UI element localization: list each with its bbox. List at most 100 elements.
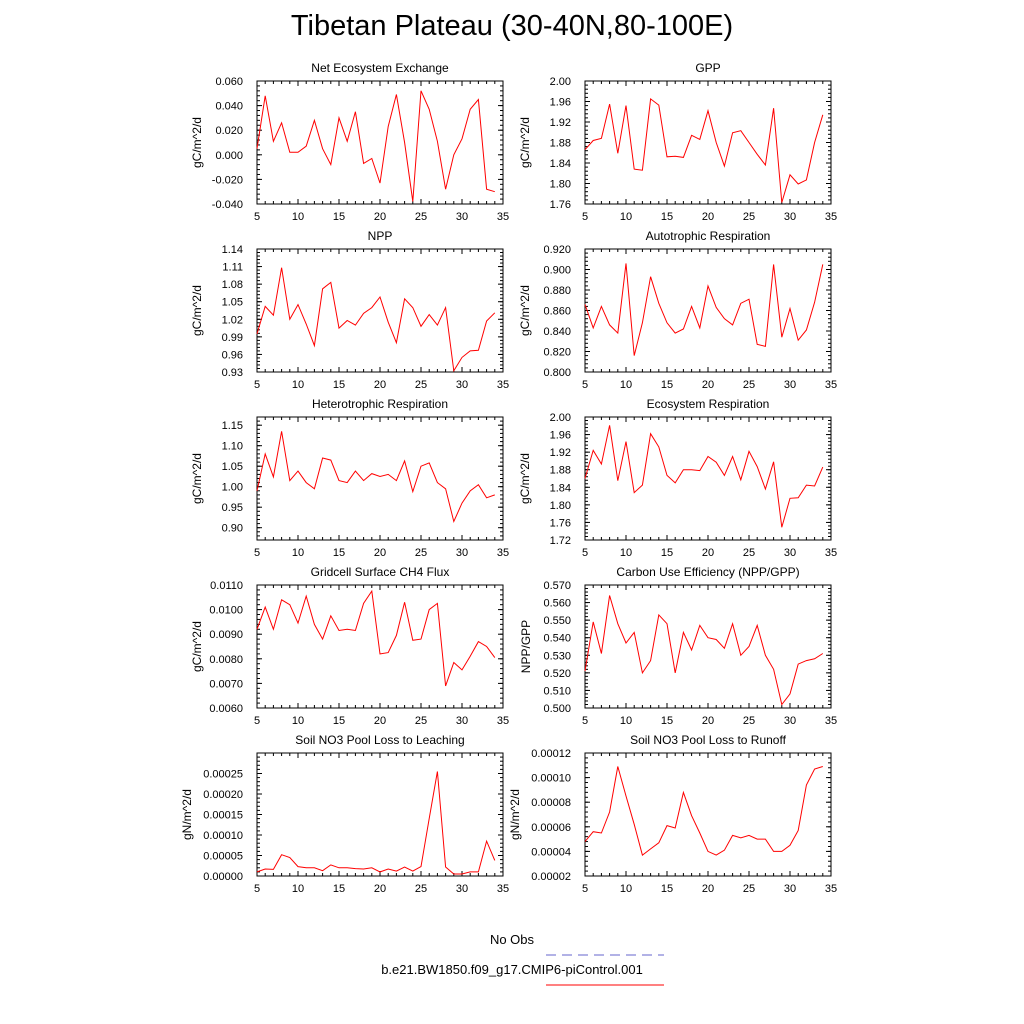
- y-tick-label: 0.040: [215, 101, 243, 113]
- x-tick-label: 20: [702, 547, 714, 559]
- x-tick-label: 30: [456, 547, 468, 559]
- series-line: [256, 90, 495, 202]
- y-tick-label: 0.99: [222, 332, 243, 344]
- y-tick-label: 1.92: [550, 447, 571, 459]
- chart-panel: Soil NO3 Pool Loss to Leaching 5 10 15 20 25 3…: [180, 733, 509, 895]
- x-tick-label: 20: [374, 211, 386, 223]
- plot-frame: [256, 584, 504, 709]
- x-tick-label: 25: [415, 883, 427, 895]
- x-tick-label: 5: [254, 211, 260, 223]
- x-tick-label: 10: [292, 547, 304, 559]
- y-tick-label: 0.00020: [203, 789, 243, 801]
- x-tick-label: 35: [497, 211, 509, 223]
- x-tick-label: 10: [620, 883, 632, 895]
- x-tick-label: 10: [292, 211, 304, 223]
- y-tick-label: 0.00000: [203, 871, 243, 883]
- x-tick-label: 5: [254, 547, 260, 559]
- series-line: [584, 97, 824, 203]
- panel-title: Ecosystem Respiration: [647, 397, 770, 411]
- y-tick-label: 0.00010: [531, 773, 571, 785]
- y-tick-label: 1.80: [550, 179, 571, 191]
- y-tick-label: 0.00008: [531, 797, 571, 809]
- y-tick-label: 0.0110: [210, 580, 243, 592]
- y-axis-label: gC/m^2/d: [190, 285, 204, 336]
- series-line: [256, 431, 495, 524]
- y-tick-label: 0.00015: [203, 810, 243, 822]
- y-tick-label: 2.00: [550, 412, 571, 424]
- y-tick-label: 1.76: [550, 199, 571, 211]
- y-tick-label: 0.00025: [203, 769, 243, 781]
- x-tick-label: 35: [825, 379, 837, 391]
- x-tick-label: 25: [415, 211, 427, 223]
- y-tick-label: 1.88: [550, 465, 571, 477]
- y-tick-label: 1.10: [222, 441, 243, 453]
- panel-title: Soil NO3 Pool Loss to Runoff: [630, 733, 787, 747]
- y-tick-label: 0.00012: [531, 748, 571, 760]
- panel-title: Net Ecosystem Exchange: [311, 61, 449, 75]
- x-tick-label: 20: [702, 379, 714, 391]
- y-tick-label: 0.820: [543, 347, 571, 359]
- y-tick-label: 1.00: [222, 482, 243, 494]
- y-tick-label: 0.0070: [209, 678, 243, 690]
- y-tick-label: 1.80: [550, 500, 571, 512]
- series-line: [256, 771, 496, 875]
- x-tick-label: 25: [743, 379, 755, 391]
- y-tick-label: -0.020: [212, 174, 243, 186]
- y-tick-label: 1.11: [222, 262, 243, 274]
- y-tick-label: 1.92: [550, 117, 571, 129]
- panel-title: Heterotrophic Respiration: [312, 397, 448, 411]
- x-tick-label: 20: [374, 547, 386, 559]
- y-tick-label: 0.520: [543, 668, 571, 680]
- x-tick-label: 15: [333, 883, 345, 895]
- y-tick-label: -0.040: [212, 199, 243, 211]
- x-tick-label: 15: [333, 715, 345, 727]
- chart-panel: Net Ecosystem Exchange 5 10 15 20 25 30 35 -0.04…: [190, 61, 509, 223]
- x-tick-label: 30: [456, 883, 468, 895]
- x-tick-label: 35: [825, 211, 837, 223]
- x-tick-label: 25: [743, 547, 755, 559]
- x-tick-label: 35: [825, 883, 837, 895]
- page-title: Tibetan Plateau (30-40N,80-100E): [290, 10, 734, 42]
- series-line: [584, 595, 824, 706]
- y-tick-label: 2.00: [550, 76, 571, 88]
- y-tick-label: 0.90: [222, 523, 243, 535]
- chart-panel: NPP 5 10 15 20 25 30 35 0.93 0.96 0.99 1.02 1.05 1.08…: [190, 229, 509, 391]
- x-tick-label: 35: [497, 379, 509, 391]
- x-tick-label: 35: [825, 547, 837, 559]
- legend-obs-label: No Obs: [489, 932, 535, 947]
- x-tick-label: 25: [743, 211, 755, 223]
- plot-frame: [584, 416, 832, 541]
- y-axis-label: gN/m^2/d: [180, 789, 194, 840]
- x-tick-label: 5: [582, 883, 588, 895]
- x-tick-label: 30: [456, 211, 468, 223]
- y-tick-label: 0.0100: [209, 605, 243, 617]
- y-tick-label: 0.000: [215, 150, 243, 162]
- x-tick-label: 30: [784, 379, 796, 391]
- x-tick-label: 15: [333, 211, 345, 223]
- chart-panel: GPP 5 10 15 20 25 30 35 1.76 1.80 1.84 1.88 1.92 1.96…: [518, 61, 837, 223]
- y-tick-label: 1.76: [550, 517, 571, 529]
- y-tick-label: 0.00004: [531, 846, 571, 858]
- x-tick-label: 20: [374, 883, 386, 895]
- panel-title: Carbon Use Efficiency (NPP/GPP): [616, 565, 799, 579]
- panel-title: NPP: [368, 229, 393, 243]
- x-tick-label: 5: [582, 211, 588, 223]
- x-tick-label: 35: [497, 883, 509, 895]
- x-tick-label: 15: [661, 211, 673, 223]
- x-tick-label: 25: [415, 715, 427, 727]
- series-line: [256, 267, 496, 373]
- y-tick-label: 0.540: [543, 633, 571, 645]
- chart-panel: Autotrophic Respiration 5 10 15 20 25 30 35 0.80…: [518, 229, 837, 391]
- legend-model-label: b.e21.BW1850.f09_g17.CMIP6-piControl.001: [381, 962, 643, 977]
- chart-panel: Gridcell Surface CH4 Flux 5 10 15 20 25 30 35 0.…: [190, 565, 509, 727]
- chart-panel: Heterotrophic Respiration 5 10 15 20 25 30 35 0.…: [190, 397, 509, 559]
- series-line: [584, 425, 824, 528]
- x-tick-label: 30: [784, 211, 796, 223]
- y-tick-label: 0.560: [543, 598, 571, 610]
- x-tick-label: 30: [784, 547, 796, 559]
- y-tick-label: 0.020: [215, 125, 243, 137]
- x-tick-label: 20: [374, 715, 386, 727]
- x-tick-label: 15: [661, 547, 673, 559]
- y-tick-label: 0.920: [543, 244, 571, 256]
